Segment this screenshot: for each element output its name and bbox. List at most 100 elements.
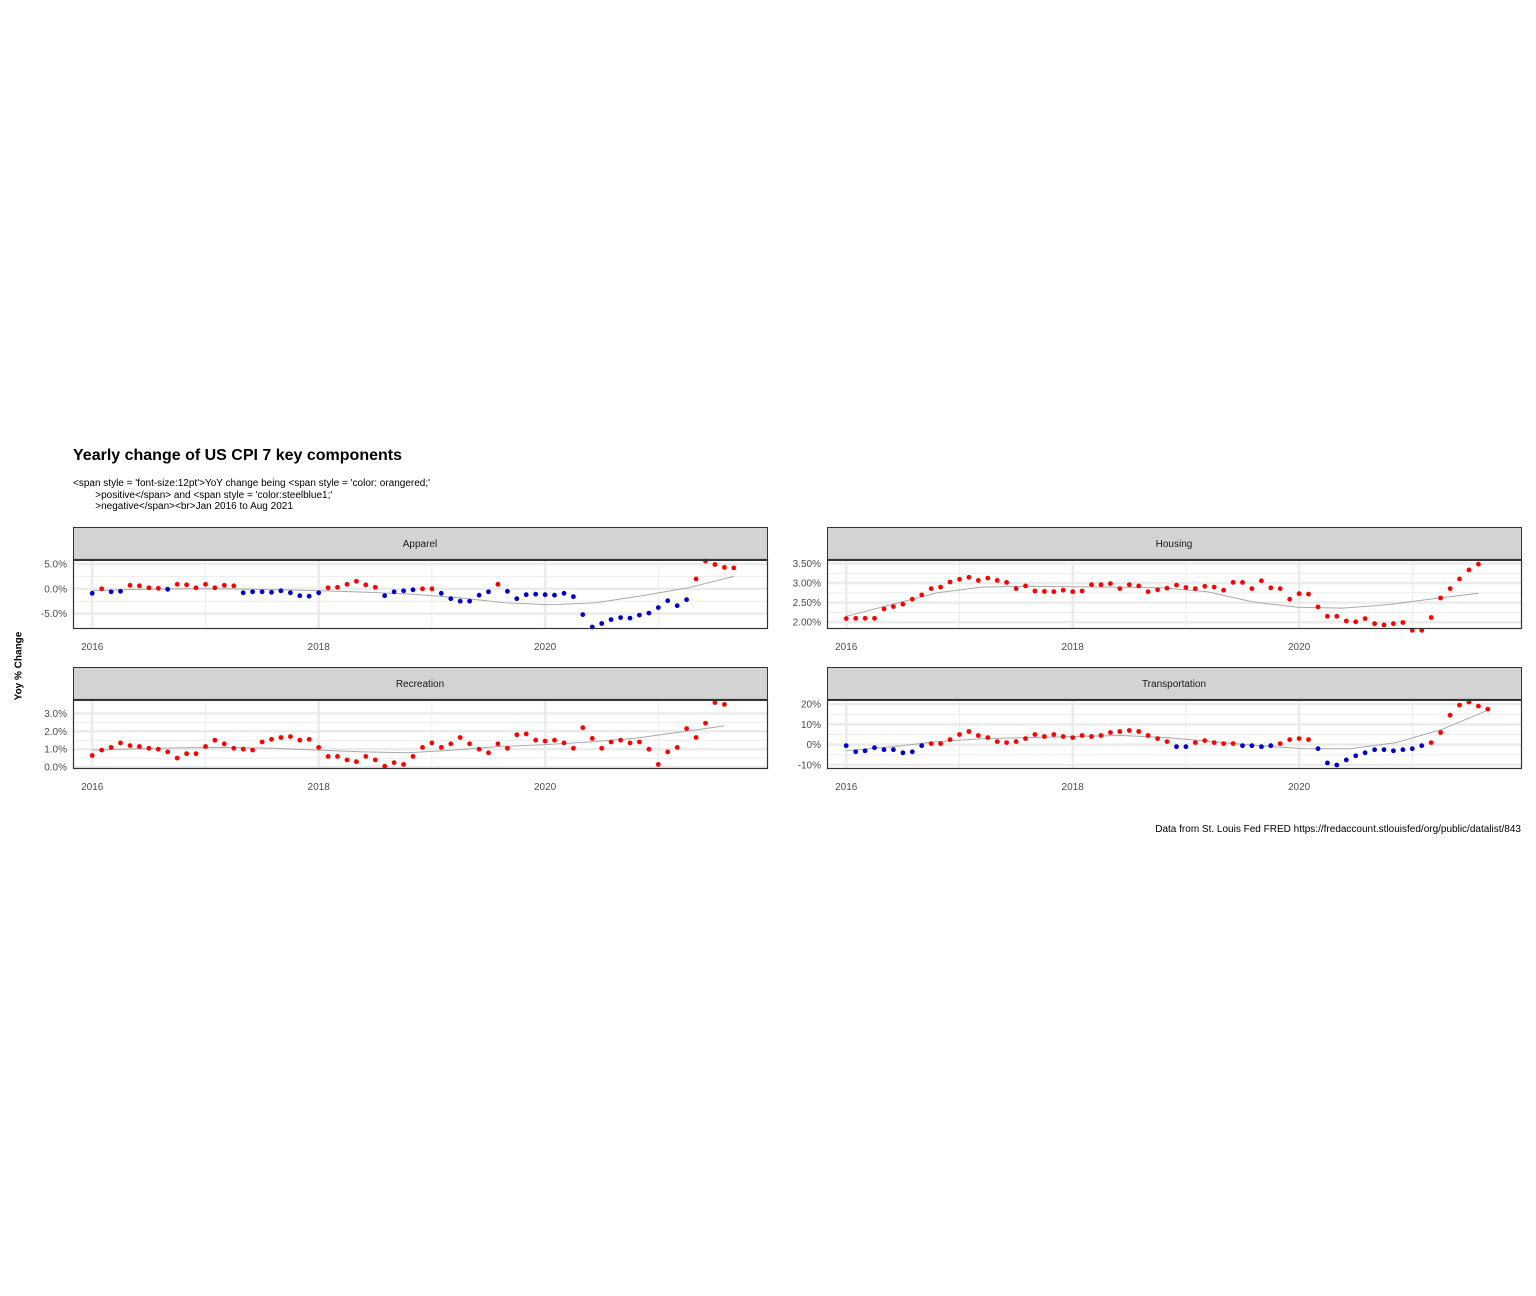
y-tick-label: 3.0% (44, 709, 67, 720)
x-tick-label: 2020 (1288, 642, 1311, 653)
data-point (1136, 729, 1142, 734)
data-point (1155, 736, 1160, 741)
data-point (316, 590, 322, 596)
y-tick-label: 1.0% (44, 745, 67, 756)
data-point (335, 584, 340, 590)
data-point (457, 598, 463, 604)
data-point (363, 582, 369, 588)
data-point (1221, 587, 1226, 593)
data-point (1306, 737, 1311, 742)
data-point (646, 746, 652, 752)
data-point (1126, 582, 1132, 588)
data-point (1268, 585, 1274, 591)
data-point (1089, 582, 1094, 588)
data-point (712, 700, 718, 705)
x-tick-label: 2018 (1062, 782, 1085, 793)
data-point (703, 720, 708, 726)
data-point (843, 616, 849, 621)
data-point (853, 615, 859, 621)
data-point (608, 617, 614, 622)
data-point (410, 754, 416, 759)
data-point (165, 586, 171, 592)
data-point (872, 615, 877, 621)
data-point (429, 586, 435, 592)
data-point (391, 589, 397, 595)
data-point (1192, 586, 1198, 591)
data-point (354, 578, 359, 584)
data-point (306, 593, 312, 599)
data-point (127, 743, 133, 748)
plot-apparel (73, 558, 767, 630)
x-tick-label: 2020 (534, 642, 557, 653)
data-point (1192, 740, 1198, 745)
smooth-line-transportation (846, 709, 1488, 752)
data-point (382, 593, 388, 599)
data-point (900, 601, 906, 607)
data-point (571, 594, 576, 600)
data-point (212, 737, 218, 743)
chart-caption: Data from St. Louis Fed FRED https://fre… (1155, 824, 1521, 835)
data-point (919, 592, 925, 598)
data-point (221, 582, 227, 588)
data-point (438, 745, 444, 750)
data-point (137, 583, 142, 589)
data-point (420, 745, 425, 750)
data-point (250, 589, 256, 595)
data-point (646, 610, 652, 616)
data-point (994, 578, 1000, 583)
data-point (1164, 739, 1170, 744)
panel-housing: Housing 2.00% 2.50% 3.00% 3.50% 2016 2018 2020 (793, 527, 1523, 653)
data-point (372, 757, 378, 763)
data-point (1174, 582, 1179, 588)
data-point (1457, 702, 1462, 708)
data-point (580, 612, 586, 617)
data-point (363, 754, 369, 759)
data-point (505, 588, 510, 594)
data-point (476, 592, 482, 598)
data-point (1334, 613, 1340, 619)
strip-label-apparel: Apparel (403, 539, 437, 550)
data-point (947, 737, 953, 742)
data-point (335, 754, 340, 759)
data-point (1277, 741, 1283, 746)
data-point (1070, 589, 1076, 595)
data-point (1164, 585, 1170, 591)
data-point (655, 762, 661, 767)
data-point (1428, 615, 1434, 620)
y-tick-label: 0% (807, 740, 822, 751)
data-point (627, 615, 633, 621)
data-point (684, 597, 689, 603)
data-point (99, 586, 105, 592)
data-point (1060, 734, 1066, 739)
data-point (1296, 591, 1302, 597)
data-point (599, 621, 605, 626)
data-point (137, 744, 142, 749)
data-point (862, 615, 868, 621)
panel-border-transportation (826, 698, 1523, 770)
data-point (1051, 732, 1057, 737)
data-point (1023, 583, 1028, 589)
data-point (552, 592, 557, 598)
data-point (1211, 740, 1217, 745)
data-point (372, 584, 378, 590)
data-point (891, 747, 896, 753)
data-point (495, 741, 501, 747)
data-point (1362, 616, 1368, 621)
data-point (1287, 737, 1293, 742)
data-point (108, 745, 114, 750)
data-point (552, 737, 557, 743)
x-tick-label: 2016 (835, 642, 858, 653)
data-point (947, 579, 953, 585)
data-point (928, 741, 934, 746)
data-point (1004, 740, 1009, 745)
data-point (985, 735, 991, 740)
strip-label-transportation: Transportation (1142, 679, 1206, 690)
data-point (410, 587, 416, 593)
data-point (637, 612, 642, 618)
data-point (438, 590, 444, 596)
data-point (637, 739, 642, 745)
data-point (203, 744, 208, 749)
data-point (155, 746, 161, 752)
panel-transportation: Transportation -10% 0% 10% 20% 2016 2018 2020 (798, 667, 1523, 793)
